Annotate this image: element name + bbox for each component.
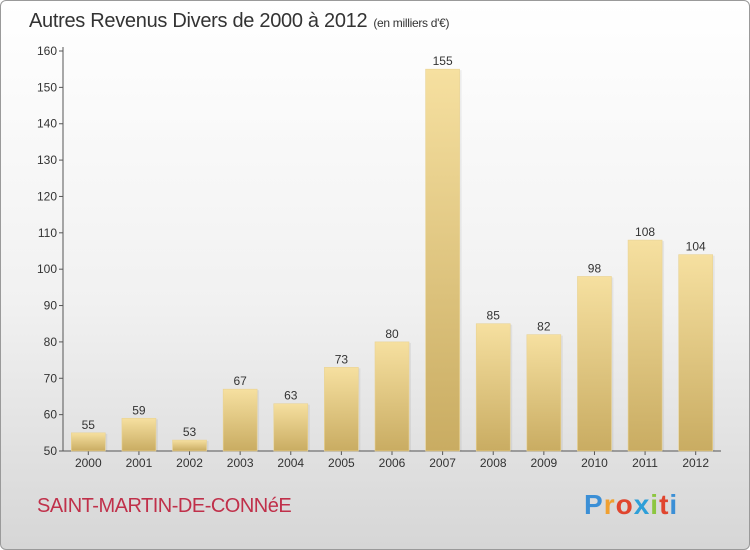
x-tick-label: 2011	[632, 456, 658, 470]
logo-letter: o	[615, 489, 634, 520]
data-label: 155	[433, 54, 453, 68]
data-label: 55	[82, 418, 96, 432]
proxiti-logo: Proxiti	[584, 489, 678, 521]
y-tick-label: 160	[37, 44, 57, 58]
y-tick-label: 150	[37, 80, 57, 94]
y-tick-label: 50	[44, 444, 58, 458]
title-text: Autres Revenus Divers de 2000 à 2012	[29, 10, 368, 32]
y-tick-label: 120	[37, 189, 57, 203]
y-tick-label: 80	[44, 335, 58, 349]
x-tick-label: 2000	[75, 456, 102, 470]
data-label: 82	[537, 320, 551, 334]
data-label: 108	[635, 225, 655, 239]
y-tick-label: 90	[44, 299, 58, 313]
bar	[121, 417, 157, 452]
data-labels: 55 59 53 67 63 73 80 155 85 82 98 108 104	[82, 54, 706, 439]
logo-letter: r	[603, 489, 616, 520]
x-tick-label: 2005	[328, 456, 355, 470]
y-tick-label: 140	[37, 117, 57, 131]
x-tick-label: 2002	[176, 456, 203, 470]
y-tick-label: 60	[44, 408, 58, 422]
bar	[172, 439, 207, 452]
data-label: 59	[132, 403, 146, 417]
data-label: 73	[335, 352, 349, 366]
y-tick-label: 110	[38, 226, 57, 240]
y-tick-label: 130	[37, 153, 57, 167]
bar	[71, 432, 106, 452]
logo-letter: x	[633, 489, 651, 520]
bar	[425, 68, 460, 452]
chart-subtitle: (en milliers d'€)	[373, 16, 450, 30]
bars	[71, 68, 715, 452]
bar	[324, 367, 359, 452]
logo-letter: P	[584, 489, 604, 520]
data-label: 67	[233, 374, 247, 388]
bar	[627, 239, 663, 452]
bar	[577, 276, 612, 452]
y-tick-label: 70	[44, 371, 58, 385]
x-tick-label: 2007	[429, 456, 456, 470]
x-tick-label: 2009	[530, 456, 557, 470]
data-label: 53	[183, 425, 197, 439]
data-label: 63	[284, 389, 298, 403]
x-tick-label: 2003	[227, 456, 254, 470]
bar	[526, 334, 562, 452]
logo-letter: t	[659, 489, 670, 520]
bar	[475, 323, 511, 452]
x-tick-label: 2012	[682, 456, 709, 470]
data-label: 85	[487, 309, 501, 323]
x-tick-label: 2008	[480, 456, 507, 470]
logo-letter: i	[669, 489, 679, 520]
bar	[374, 341, 410, 452]
y-tick-label: 100	[37, 262, 57, 276]
bar	[222, 388, 258, 452]
x-tick-label: 2001	[126, 456, 153, 470]
x-tick-label: 2004	[277, 456, 304, 470]
logo-letter: i	[650, 489, 660, 520]
bar	[678, 254, 713, 452]
city-name: SAINT-MARTIN-DE-CONNéE	[37, 495, 292, 517]
chart-title: Autres Revenus Divers de 2000 à 2012 (en …	[29, 10, 450, 33]
x-tick-label: 2006	[379, 456, 406, 470]
bar	[273, 403, 309, 452]
data-label: 98	[588, 261, 602, 275]
x-tick-label: 2010	[581, 456, 608, 470]
data-label: 80	[385, 327, 399, 341]
data-label: 104	[686, 240, 706, 254]
